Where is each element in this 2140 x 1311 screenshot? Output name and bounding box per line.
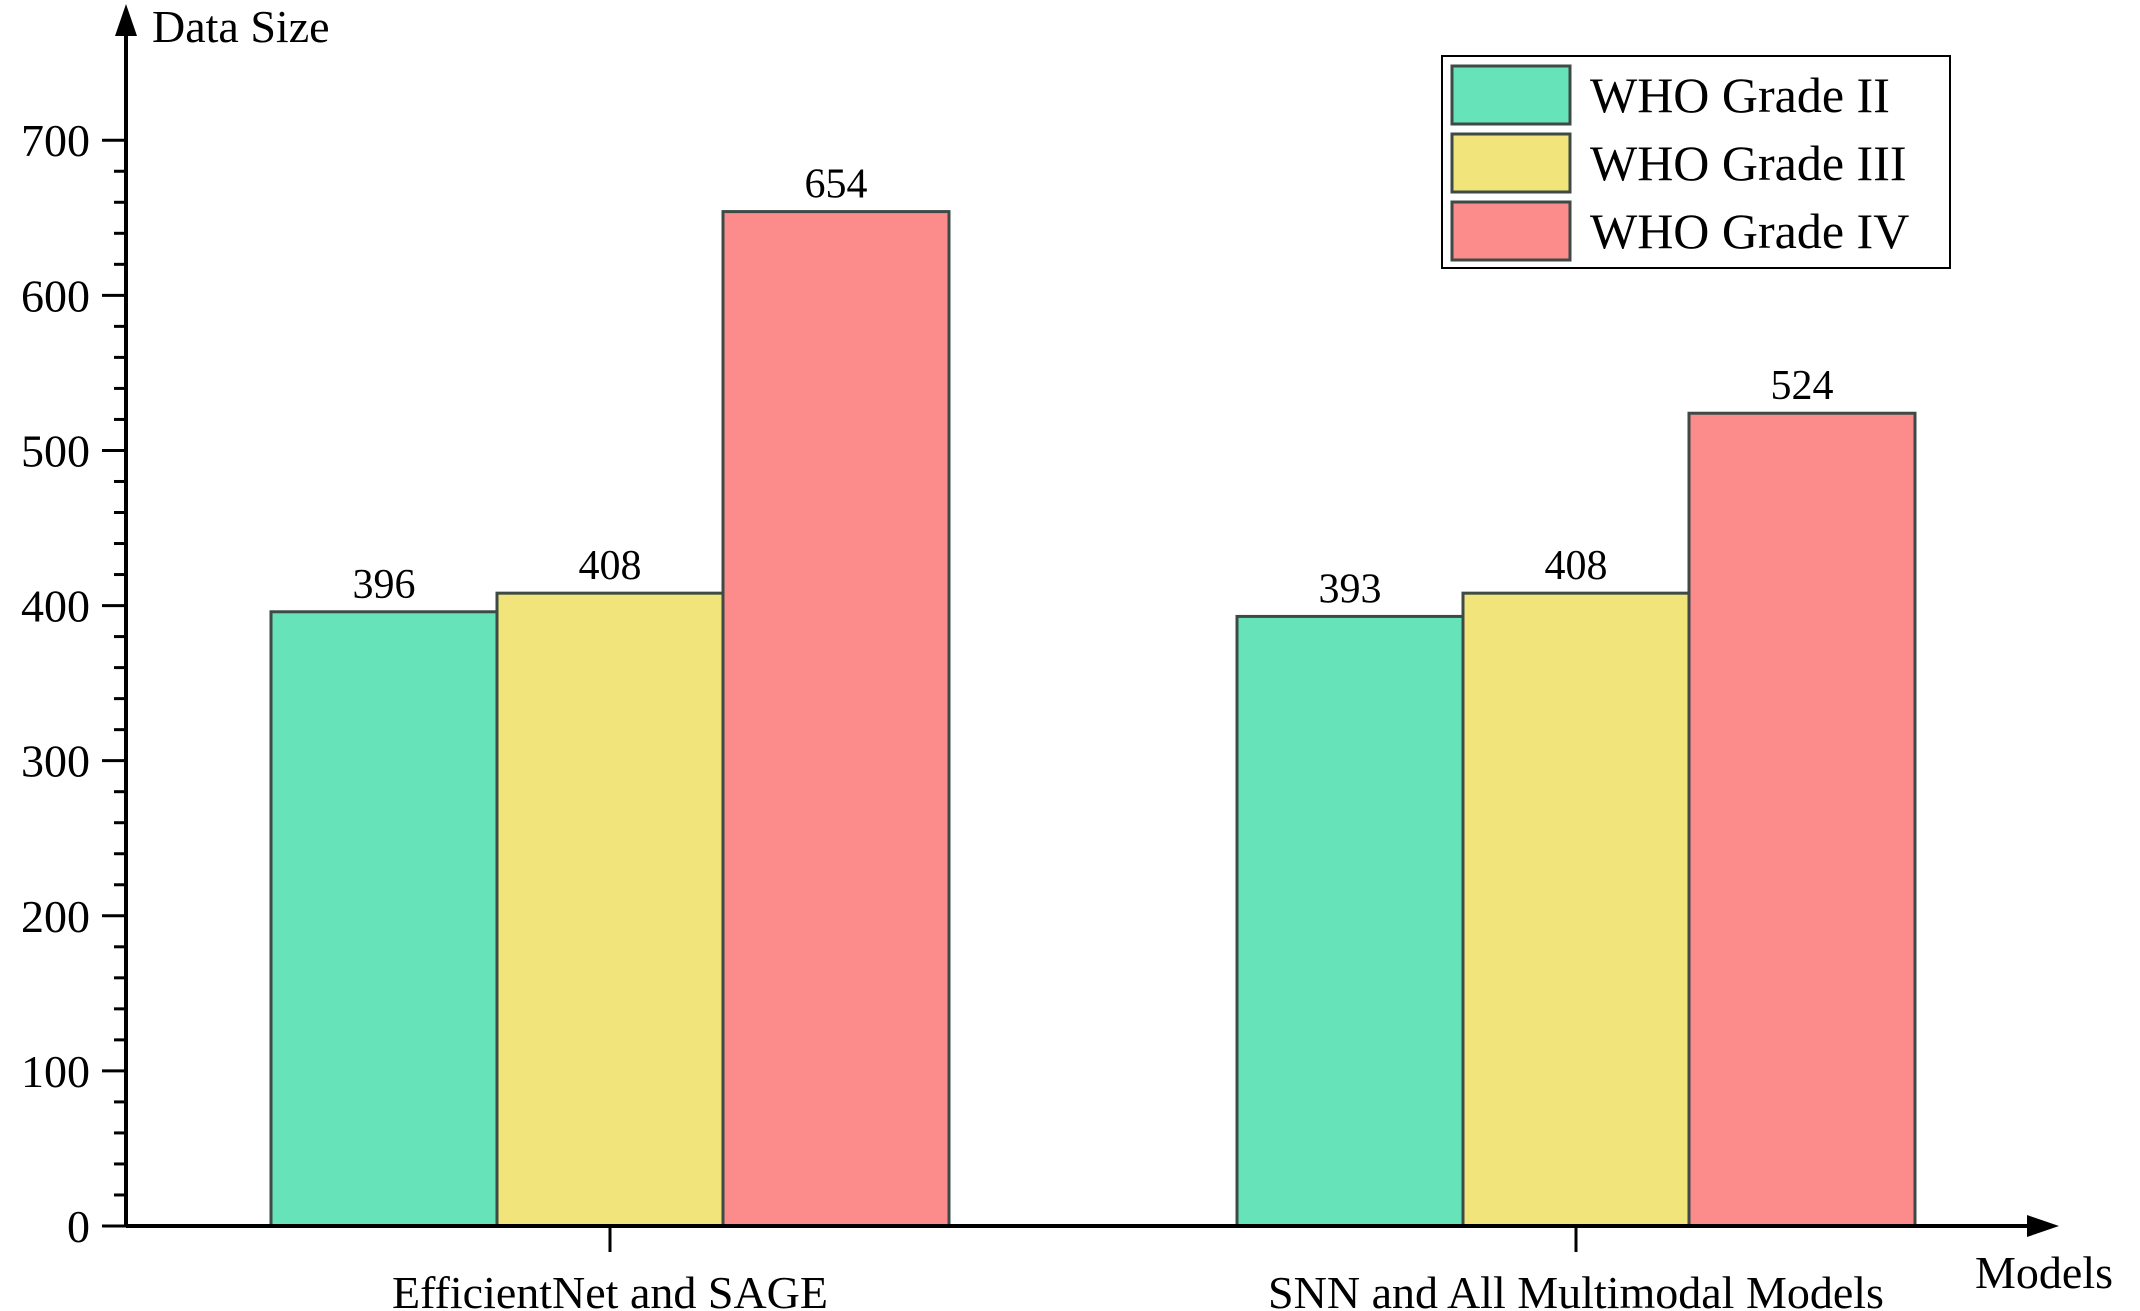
x-axis-arrowhead — [2027, 1215, 2059, 1237]
x-category-label: EfficientNet and SAGE — [392, 1267, 828, 1311]
x-category-label: SNN and All Multimodal Models — [1268, 1267, 1884, 1311]
bars — [269, 210, 1917, 1228]
x-axis-title: Models — [1975, 1247, 2113, 1298]
legend: WHO Grade II WHO Grade III WHO Grade IV — [1441, 55, 1951, 269]
bar-value-label: 654 — [805, 162, 868, 208]
legend-label: WHO Grade II — [1590, 67, 1890, 123]
y-axis-title: Data Size — [152, 1, 330, 52]
bar-value-label: 396 — [353, 562, 416, 608]
y-tick-label: 100 — [21, 1046, 90, 1097]
y-tick-label: 0 — [67, 1201, 90, 1252]
y-axis-arrowhead — [115, 4, 137, 36]
bar — [269, 610, 499, 1228]
value-labels: 396 408 654 393 408 524 — [353, 162, 1834, 613]
y-tick-label: 500 — [21, 425, 90, 476]
legend-label: WHO Grade III — [1590, 135, 1907, 191]
y-tick-label: 600 — [21, 270, 90, 321]
legend-swatch — [1450, 64, 1572, 126]
bar — [1235, 614, 1465, 1228]
bar-value-label: 393 — [1319, 566, 1382, 612]
legend-swatch — [1450, 200, 1572, 262]
legend-label: WHO Grade IV — [1590, 203, 1909, 259]
y-tick-label: 700 — [21, 115, 90, 166]
y-tick-label: 200 — [21, 891, 90, 942]
y-tick-label: 400 — [21, 581, 90, 632]
y-axis-ticks: 0 100 200 300 400 500 600 700 — [21, 115, 126, 1252]
legend-swatch — [1450, 132, 1572, 194]
bar-value-label: 408 — [579, 543, 642, 589]
bar — [495, 591, 725, 1228]
bar-value-label: 524 — [1771, 363, 1834, 409]
bar-value-label: 408 — [1545, 543, 1608, 589]
y-tick-label: 300 — [21, 736, 90, 787]
bar — [1461, 591, 1691, 1228]
bar — [721, 210, 951, 1228]
bar — [1687, 411, 1917, 1228]
x-axis: EfficientNet and SAGE SNN and All Multimo… — [115, 4, 2059, 1311]
